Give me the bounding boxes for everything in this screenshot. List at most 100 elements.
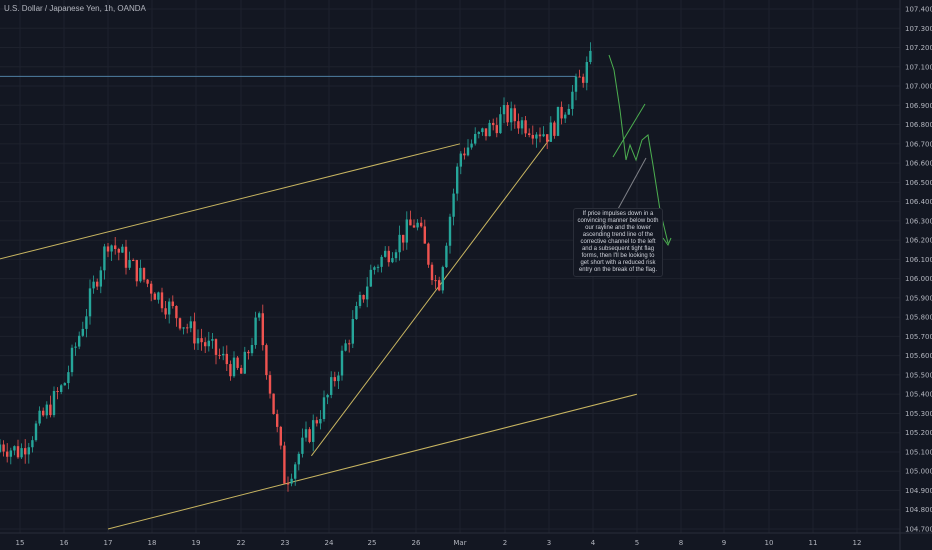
candle-body [254,317,257,345]
candle-body [315,420,318,424]
x-tick-label: 2 [503,539,507,547]
candle-body [326,394,329,398]
candle-body [546,134,549,142]
candle-body [268,375,272,394]
candle-body [250,344,254,354]
candle-body [132,260,135,262]
candle-body [434,280,437,282]
channel-upper [0,143,461,260]
candle-body [438,280,441,291]
x-tick-label: 26 [412,539,421,547]
candle-body [34,423,38,441]
candle-body [387,250,390,263]
candle-body [528,133,531,135]
candle-body [110,245,113,252]
candle-body [452,193,455,217]
candle-body [124,246,128,268]
y-tick-label: 106.300 [905,217,932,225]
candle-body [150,283,153,294]
candle-body [520,120,524,129]
candle-body [286,483,290,485]
y-tick-label: 105.400 [905,391,932,399]
candle-body [470,143,473,148]
candle-body [207,340,210,347]
candle-body [200,338,203,343]
time-axis[interactable]: 15 16 17 18 19 22 23 24 25 26 Mar 2 3 4 5 8 9 10 11 12 [0,532,932,547]
candle-body [553,122,556,136]
candle-body [567,108,570,115]
x-tick-label: 11 [809,539,818,547]
candle-body [240,367,243,374]
candle-body [290,478,293,484]
candle-body [103,246,106,271]
flag-line [612,103,646,158]
candle-body [578,76,581,78]
candle-body [222,353,225,356]
candle-body [60,385,63,392]
y-tick-label: 107.300 [905,25,932,33]
x-tick-label: 16 [60,539,69,547]
x-tick-label: 24 [325,539,334,547]
candle-body [308,429,311,442]
candle-body [45,404,48,416]
candle-body [391,258,394,263]
projection-arrowhead [662,237,672,247]
candle-body [114,245,117,250]
x-tick-label: 9 [722,539,726,547]
candle-body [247,351,250,354]
candle-body [495,125,498,134]
candle-body [380,256,383,267]
candle-body [279,426,282,446]
x-tick-label: 10 [765,539,774,547]
x-tick-label: 3 [547,539,551,547]
candle-body [265,345,268,376]
candle-body [351,319,354,344]
candle-body [423,226,426,244]
candle-body [20,448,23,458]
candle-body [517,121,520,129]
candle-body [182,327,185,329]
candle-body [236,357,239,368]
candle-body [272,393,275,415]
y-tick-label: 105.800 [905,314,932,322]
y-tick-label: 105.900 [905,294,932,302]
price-axis[interactable]: 107.400 107.300 107.200 107.100 107.000 106.9… [899,0,932,550]
y-tick-label: 105.100 [905,448,932,456]
candle-body [463,153,466,156]
candle-body [337,375,340,382]
candle-body [506,105,509,123]
y-tick-label: 104.700 [905,526,932,534]
candle-body [589,50,592,63]
x-tick-label: 22 [237,539,246,547]
x-tick-label: 23 [281,539,290,547]
candle-body [355,306,358,320]
y-tick-label: 105.500 [905,371,932,379]
candle-body [117,249,120,253]
candle-body [358,294,362,307]
candle-body [85,316,88,329]
candle-body [405,219,408,243]
candle-body [441,267,444,291]
candle-body [524,120,527,134]
candle-body [24,448,27,455]
channel-lower [107,393,638,530]
candle-body [312,420,315,442]
candle-body [510,108,513,123]
candle-body [142,267,146,280]
annotation-note[interactable]: If price impulses down in a convincing m… [573,208,663,277]
candle-body [448,216,452,246]
x-tick-label: 17 [104,539,113,547]
candle-body [218,354,221,356]
candle-body [99,270,102,287]
candle-body [571,91,574,109]
y-tick-label: 106.000 [905,275,932,283]
candle-body [301,437,304,454]
candle-body [488,122,491,137]
candle-body [178,318,182,329]
candle-body [189,321,192,329]
candles [0,42,592,492]
candle-body [135,260,138,282]
trend-lines [0,75,638,530]
candle-body [474,133,477,144]
